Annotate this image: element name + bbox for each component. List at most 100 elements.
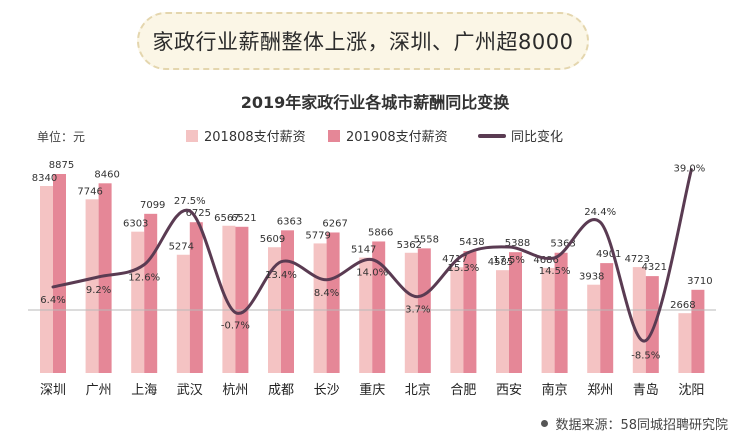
bar-2018-10 xyxy=(496,270,509,373)
bar-2019-6 xyxy=(326,232,340,373)
x-tick-2: 上海 xyxy=(131,383,157,398)
bar-2018-14 xyxy=(678,313,692,373)
trend-label-0: 6.4% xyxy=(40,295,65,306)
x-tick-3: 武汉 xyxy=(177,383,203,398)
bar-2019-10 xyxy=(509,252,522,373)
trend-label-8: 3.7% xyxy=(405,305,430,316)
bar-label-2019-12: 4901 xyxy=(596,249,621,260)
unit-label: 单位：元 xyxy=(37,129,85,144)
trend-labels: 6.4% 9.2% 12.6% 27.5% -0.7% 13.4% 8.4% 14.0% 3.7… xyxy=(40,164,705,362)
x-tick-0: 深圳 xyxy=(40,383,66,398)
trend-label-9: 15.3% xyxy=(448,263,480,274)
x-tick-9: 合肥 xyxy=(450,383,476,398)
bar-2018-12 xyxy=(587,284,601,373)
bar-2019-8 xyxy=(417,248,431,373)
x-tick-8: 北京 xyxy=(405,383,431,398)
bar-label-2019-13: 4321 xyxy=(642,262,667,273)
bar-label-2019-6: 6267 xyxy=(322,218,347,229)
x-tick-5: 成都 xyxy=(268,383,294,398)
bar-2018-0 xyxy=(40,185,53,373)
bar-2019-0 xyxy=(53,174,66,373)
bar-2019-4 xyxy=(235,226,249,373)
bar-label-2019-1: 8460 xyxy=(94,169,119,180)
trend-label-1: 9.2% xyxy=(86,285,111,296)
source-text: 数据来源：58同城招聘研究院 xyxy=(555,418,728,433)
x-tick-12: 郑州 xyxy=(587,383,613,398)
bar-2018-7 xyxy=(359,257,373,373)
legend-swatch-2019 xyxy=(328,130,340,142)
bar-2019-5 xyxy=(281,230,294,373)
trend-label-4: -0.7% xyxy=(221,321,250,332)
bar-2018-8 xyxy=(404,252,418,373)
trend-path xyxy=(51,168,693,343)
bar-2019-11 xyxy=(554,252,568,373)
bar-2018-3 xyxy=(176,254,190,373)
trend-label-6: 8.4% xyxy=(314,288,339,299)
bar-label-2018-12: 3938 xyxy=(579,272,604,283)
bar-2018-1 xyxy=(85,199,99,373)
bar-label-2018-11: 4686 xyxy=(533,255,558,266)
bar-label-2019-8: 5558 xyxy=(414,234,439,245)
bar-2019-13 xyxy=(645,276,659,373)
bar-label-2018-4: 6567 xyxy=(214,213,239,224)
bar-label-2018-3: 5274 xyxy=(169,242,194,253)
chart-title: 2019年家政行业各城市薪酬同比变换 xyxy=(241,93,511,112)
x-tick-4: 杭州 xyxy=(222,383,248,398)
bar-label-2018-7: 5147 xyxy=(351,245,376,256)
bar-label-2019-11: 5363 xyxy=(550,239,575,250)
bar-label-2018-1: 7746 xyxy=(77,186,102,197)
trend-label-5: 13.4% xyxy=(265,270,297,281)
bar-2018-6 xyxy=(313,243,327,373)
bar-2018-13 xyxy=(632,267,646,373)
bar-label-2018-13: 4723 xyxy=(625,254,650,265)
bar-label-2019-7: 5866 xyxy=(368,227,393,238)
bar-label-2018-6: 5779 xyxy=(305,230,330,241)
legend-swatch-2018 xyxy=(186,130,198,142)
legend: 201808支付薪资 201908支付薪资 同比变化 xyxy=(186,129,563,145)
trend-label-13: -8.5% xyxy=(631,351,660,362)
bars xyxy=(40,174,705,373)
x-tick-13: 青岛 xyxy=(633,382,659,398)
bar-2019-1 xyxy=(98,183,112,373)
bar-2018-11 xyxy=(541,267,555,373)
bar-label-2019-10: 5388 xyxy=(505,238,530,249)
x-axis: 深圳 广州 上海 武汉 杭州 成都 长沙 重庆 北京 合肥 西安 南京 郑州 青岛 沈阳 xyxy=(40,382,704,398)
bar-2019-3 xyxy=(189,222,203,373)
trend-label-14: 39.0% xyxy=(674,164,706,175)
trend-label-11: 14.5% xyxy=(539,266,571,277)
x-tick-14: 沈阳 xyxy=(678,383,704,398)
headline-text: 家政行业薪酬整体上涨，深圳、广州超8000 xyxy=(152,30,574,54)
bar-label-2019-0: 8875 xyxy=(49,160,74,171)
trend-label-2: 12.6% xyxy=(128,273,160,284)
legend-label-trend: 同比变化 xyxy=(511,129,563,145)
bar-label-2019-14: 3710 xyxy=(687,276,712,287)
x-tick-11: 南京 xyxy=(542,382,568,398)
bar-label-2018-9: 4717 xyxy=(442,254,467,265)
bar-2018-4 xyxy=(222,225,236,373)
bar-label-2018-2: 6303 xyxy=(123,219,148,230)
bar-2018-9 xyxy=(450,267,464,373)
bar-2019-2 xyxy=(144,213,158,373)
source-bullet-icon xyxy=(541,420,549,427)
bar-label-2018-10: 4585 xyxy=(488,257,513,268)
bar-2019-12 xyxy=(600,263,614,373)
bar-2019-9 xyxy=(463,251,477,373)
trend-label-3: 27.5% xyxy=(174,196,206,207)
bar-label-2019-5: 6363 xyxy=(277,216,302,227)
bar-label-2018-8: 5362 xyxy=(397,240,422,251)
trend-label-12: 24.4% xyxy=(584,207,616,218)
bar-label-2019-9: 5438 xyxy=(459,237,484,248)
bar-label-2018-14: 2668 xyxy=(670,300,695,311)
data-source: 数据来源：58同城招聘研究院 xyxy=(541,414,728,433)
bar-2018-2 xyxy=(131,231,145,373)
bar-labels: 8340 8875 7746 8460 6303 7099 5274 6725 65676521… xyxy=(32,160,713,311)
bar-label-2018-5: 5609 xyxy=(260,234,285,245)
bar-label-2019-2: 7099 xyxy=(140,200,165,211)
bar-label-2018-0: 8340 xyxy=(32,173,57,184)
x-tick-7: 重庆 xyxy=(359,382,385,398)
bar-label-2019-4: 6521 xyxy=(231,213,256,224)
bar-2019-14 xyxy=(691,289,705,373)
legend-label-2019: 201908支付薪资 xyxy=(346,130,448,145)
